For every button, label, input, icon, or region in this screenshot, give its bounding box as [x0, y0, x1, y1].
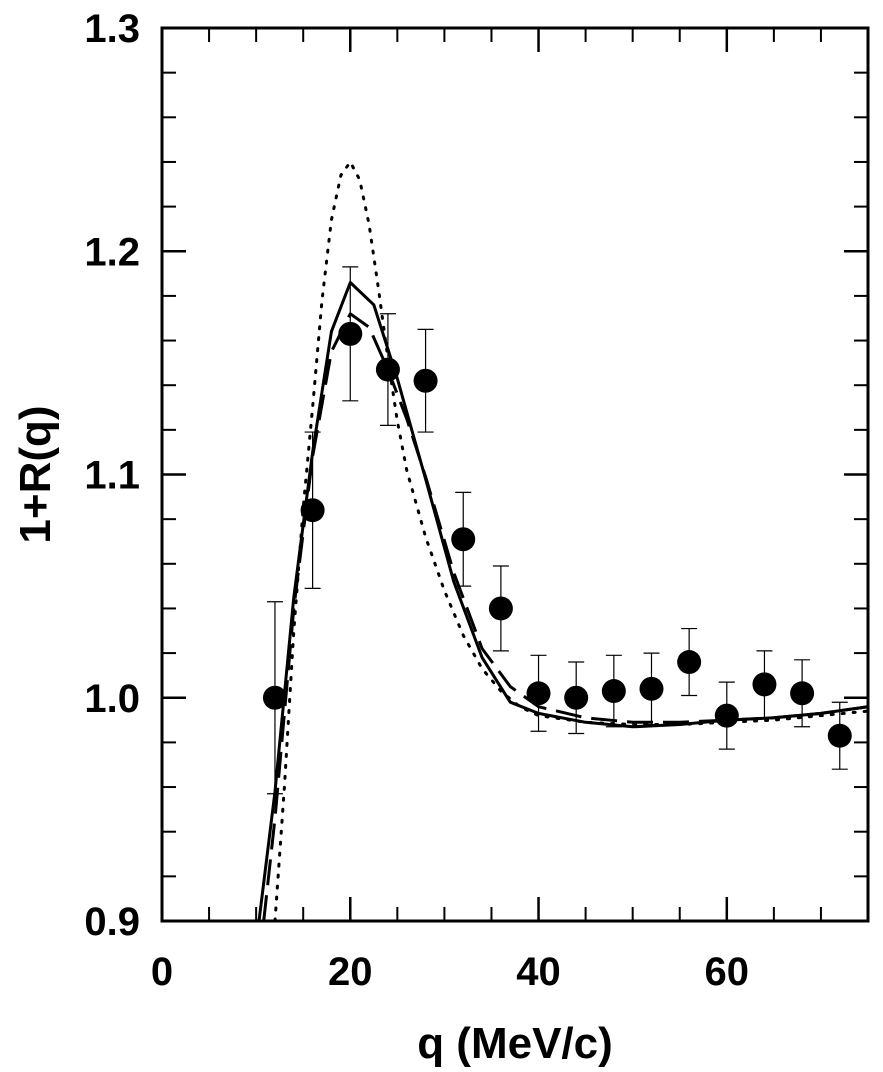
- data-point: [752, 672, 777, 697]
- data-point: [639, 676, 664, 701]
- x-tick-labels: 0 20 40 60: [151, 950, 749, 994]
- x-tick-label: 40: [516, 950, 561, 994]
- data-point: [300, 498, 325, 523]
- x-tick-label: 60: [705, 950, 750, 994]
- data-point: [677, 650, 702, 675]
- x-tick-label: 20: [328, 950, 373, 994]
- y-axis-title: 1+R(q): [11, 405, 60, 543]
- y-tick-label: 1.2: [84, 230, 140, 274]
- data-point: [714, 703, 739, 728]
- data-points: [262, 321, 852, 748]
- data-point: [790, 681, 815, 706]
- y-tick-label: 1.0: [84, 677, 140, 721]
- data-point: [827, 723, 852, 748]
- data-point: [262, 685, 287, 710]
- y-tick-label: 0.9: [84, 900, 140, 944]
- data-point: [601, 679, 626, 704]
- data-point: [451, 527, 476, 552]
- x-tick-label: 0: [151, 950, 173, 994]
- plot-frame: [160, 26, 870, 923]
- x-axis-title: q (MeV/c): [417, 1019, 613, 1068]
- data-point: [564, 685, 589, 710]
- curve-dashed: [262, 312, 868, 921]
- data-point: [526, 681, 551, 706]
- y-tick-label: 1.3: [84, 7, 140, 51]
- data-point: [338, 321, 363, 346]
- data-point: [488, 596, 513, 621]
- data-point: [375, 357, 400, 382]
- y-tick-label: 1.1: [84, 454, 140, 498]
- major-ticks: [160, 26, 868, 923]
- minor-ticks: [162, 28, 869, 921]
- data-point: [413, 368, 438, 393]
- y-tick-labels: 0.9 1.0 1.1 1.2 1.3: [84, 7, 140, 944]
- error-bars: [266, 266, 848, 795]
- curve-dotted: [273, 160, 868, 921]
